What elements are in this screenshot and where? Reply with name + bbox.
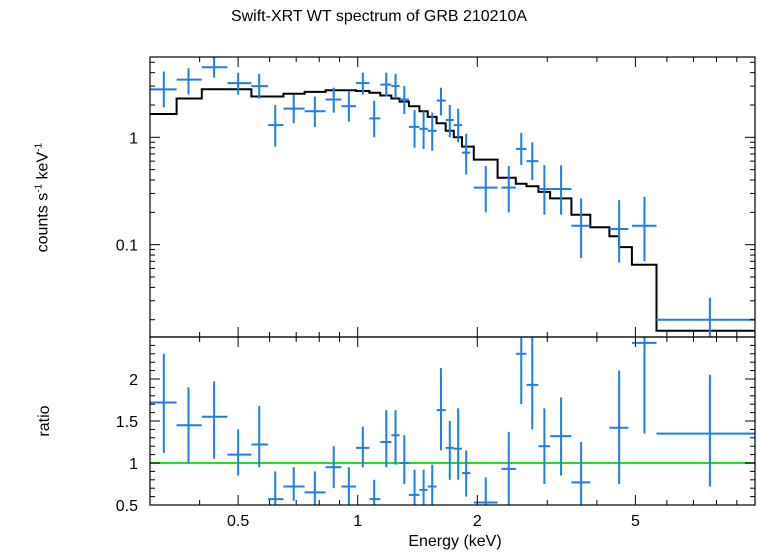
ratio-panel: 0.5 1 2 5 0.5 1 1.5 2 — [116, 336, 756, 530]
ratio-data-point — [656, 374, 755, 487]
spectrum-data-point — [550, 165, 572, 215]
spectrum-data-point — [355, 72, 370, 95]
ratio-data-point — [436, 368, 446, 451]
ratio-data-point — [304, 471, 326, 505]
spectrum-y-tick-label: 1 — [129, 130, 138, 147]
ratio-data-point — [341, 467, 356, 505]
x-tick-label: 5 — [631, 513, 640, 530]
spectrum-data-point — [656, 297, 755, 337]
chart-title: Swift-XRT WT spectrum of GRB 210210A — [230, 8, 528, 25]
ratio-data-point — [571, 442, 591, 505]
ratio-y-tick-label: 1.5 — [116, 414, 138, 431]
spectrum-data-point — [631, 196, 657, 262]
ratio-data-point — [150, 353, 177, 453]
ratio-data-point — [355, 426, 370, 468]
ratio-data-point — [445, 421, 454, 480]
spectrum-data-point — [391, 73, 400, 99]
ratio-data-point — [251, 405, 269, 468]
spectrum-data-point — [453, 108, 462, 143]
spectrum-data-point — [341, 91, 356, 122]
spectrum-data-point — [501, 166, 516, 213]
ratio-data-point — [501, 431, 516, 505]
spectrum-data-point — [268, 105, 284, 147]
ratio-data-point — [515, 337, 527, 405]
ratio-data-point — [201, 381, 228, 459]
ratio-data-point — [461, 450, 471, 497]
spectrum-data-point — [436, 87, 446, 116]
spectrum-data-point — [304, 96, 326, 127]
ratio-y-tick-label: 0.5 — [116, 498, 138, 515]
ratio-y-tick-label: 2 — [129, 372, 138, 389]
spectrum-frame — [149, 56, 756, 338]
spectrum-data-point — [473, 166, 498, 213]
ratio-data-point — [399, 435, 409, 484]
spectrum-data-point — [571, 198, 591, 259]
x-tick-label: 1 — [353, 513, 362, 530]
ratio-data-point — [538, 408, 551, 484]
ratio-data-point — [325, 446, 342, 489]
model-histogram — [150, 88, 755, 332]
spectrum-data-point — [227, 72, 252, 95]
ratio-data-point — [427, 464, 437, 505]
ratio-y-tick-label: 1 — [129, 456, 138, 473]
ratio-data-point — [227, 429, 252, 476]
ratio-data-point — [176, 387, 202, 463]
spectrum-data-point — [369, 100, 381, 138]
spectrum-data-point — [201, 57, 228, 78]
spectrum-data-point — [251, 73, 269, 99]
spectrum-data-point — [176, 68, 202, 95]
spectrum-panel: 0.11 — [116, 56, 756, 338]
spectrum-data-point — [427, 112, 437, 151]
spectrum-data-point — [419, 111, 428, 149]
ratio-data-point — [391, 410, 400, 465]
ratio-data-point — [609, 370, 629, 484]
spectrum-data-point — [325, 87, 342, 113]
spectrum-data-point — [461, 133, 471, 175]
spectrum-data-point — [445, 105, 454, 138]
spectrum-data-point — [283, 94, 305, 124]
ratio-data-point — [369, 479, 381, 505]
spectrum-data-point — [609, 200, 629, 263]
ratio-frame — [149, 336, 756, 506]
ratio-data-point — [453, 408, 462, 480]
spectrum-data-point — [408, 109, 420, 148]
spectrum-data-point — [515, 132, 527, 166]
ratio-data-point — [380, 410, 392, 468]
ratio-data-point — [419, 469, 428, 505]
spectrum-y-tick-label: 0.1 — [116, 238, 138, 255]
spectrum-data-point — [538, 165, 551, 215]
ratio-data-point — [526, 337, 539, 430]
x-tick-label: 0.5 — [227, 513, 249, 530]
ratio-data-point — [283, 467, 305, 501]
spectrum-data-point — [150, 71, 177, 108]
ratio-data-point — [408, 469, 420, 505]
x-axis-label: Energy (keV) — [408, 533, 502, 550]
ratio-data-point — [550, 397, 572, 476]
ratio-data-point — [631, 337, 657, 434]
spectrum-data-point — [380, 72, 392, 97]
spectrum-data-point — [526, 142, 539, 181]
spectrum-data-point — [399, 86, 409, 114]
ratio-data-point — [268, 471, 284, 505]
x-tick-label: 2 — [473, 513, 482, 530]
